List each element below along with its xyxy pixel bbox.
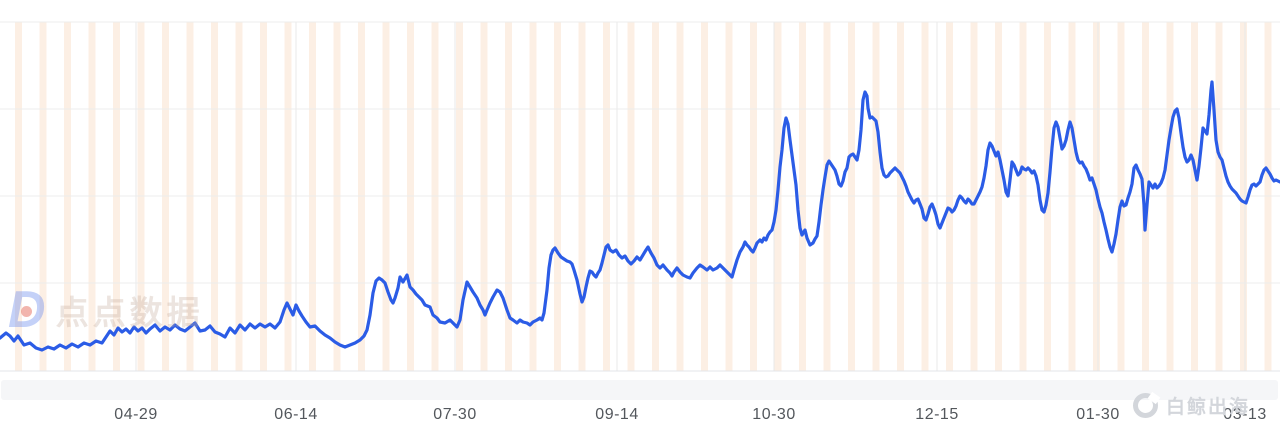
x-axis-labels: 04-29 06-14 07-30 09-14 10-30 12-15 01-30 03-13: [0, 406, 1280, 430]
x-tick-label: 04-29: [114, 406, 158, 423]
x-tick-label: 03-13: [1223, 406, 1267, 423]
trend-line: [0, 80, 1280, 352]
datazoom-slider-track[interactable]: [1, 380, 1278, 400]
x-tick-label: 10-30: [752, 406, 796, 423]
x-tick-label: 07-30: [433, 406, 477, 423]
x-tick-label: 09-14: [595, 406, 639, 423]
x-tick-label: 01-30: [1076, 406, 1120, 423]
x-tick-label: 06-14: [274, 406, 318, 423]
x-tick-label: 12-15: [915, 406, 959, 423]
